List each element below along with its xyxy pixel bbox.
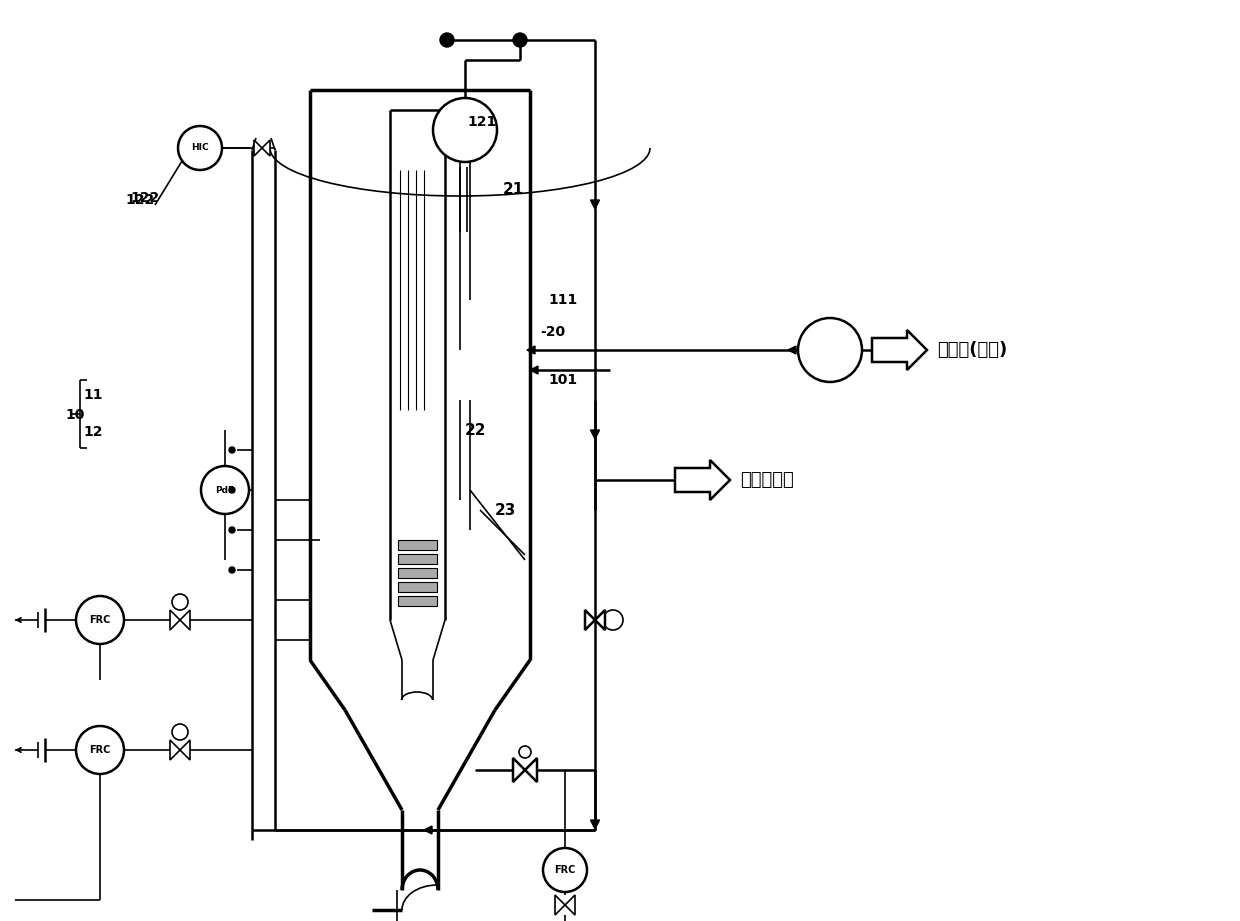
- Circle shape: [76, 726, 124, 774]
- Circle shape: [513, 33, 527, 47]
- Text: 22: 22: [465, 423, 486, 437]
- Text: FRC: FRC: [89, 615, 110, 625]
- Polygon shape: [170, 610, 180, 630]
- Circle shape: [229, 527, 236, 533]
- Polygon shape: [424, 826, 432, 834]
- Bar: [398, 554, 436, 564]
- Circle shape: [229, 447, 236, 453]
- Circle shape: [172, 594, 188, 610]
- Bar: [398, 540, 436, 550]
- Circle shape: [433, 98, 497, 162]
- Polygon shape: [590, 200, 599, 209]
- Text: 122: 122: [130, 191, 159, 205]
- Text: FRC: FRC: [89, 745, 110, 755]
- Text: FRC: FRC: [554, 865, 575, 875]
- Bar: [398, 568, 436, 578]
- Polygon shape: [513, 758, 525, 782]
- Polygon shape: [590, 820, 599, 829]
- Polygon shape: [527, 346, 534, 354]
- Circle shape: [799, 318, 862, 382]
- Text: HIC: HIC: [191, 144, 208, 153]
- Polygon shape: [595, 610, 605, 630]
- Polygon shape: [787, 346, 796, 354]
- Text: 原料气(甲醇): 原料气(甲醇): [937, 341, 1007, 359]
- Text: PdR: PdR: [215, 485, 234, 495]
- Polygon shape: [262, 140, 270, 156]
- Circle shape: [229, 567, 236, 573]
- Circle shape: [543, 848, 587, 892]
- Text: 23: 23: [495, 503, 516, 518]
- Circle shape: [603, 610, 622, 630]
- Polygon shape: [170, 740, 180, 760]
- Text: 烯烃产品气: 烯烃产品气: [740, 471, 794, 489]
- Circle shape: [520, 746, 531, 758]
- Polygon shape: [872, 330, 928, 370]
- Circle shape: [440, 33, 454, 47]
- Polygon shape: [529, 366, 538, 374]
- Polygon shape: [254, 140, 262, 156]
- Bar: [398, 582, 436, 592]
- Text: 121: 121: [467, 115, 496, 129]
- Text: 111: 111: [548, 293, 578, 307]
- Polygon shape: [180, 740, 190, 760]
- Circle shape: [179, 126, 222, 170]
- Bar: [398, 596, 436, 606]
- Polygon shape: [525, 758, 537, 782]
- Polygon shape: [556, 895, 565, 915]
- Polygon shape: [565, 895, 575, 915]
- Text: 12: 12: [83, 425, 103, 439]
- Circle shape: [201, 466, 249, 514]
- Text: 21: 21: [503, 182, 525, 197]
- Text: 122: 122: [125, 193, 154, 207]
- Circle shape: [229, 487, 236, 493]
- Text: -20: -20: [539, 325, 565, 339]
- Polygon shape: [590, 430, 599, 439]
- Circle shape: [172, 724, 188, 740]
- Circle shape: [76, 596, 124, 644]
- Polygon shape: [675, 460, 730, 500]
- Text: 10: 10: [64, 408, 84, 422]
- Polygon shape: [180, 610, 190, 630]
- Text: 11: 11: [83, 388, 103, 402]
- Polygon shape: [585, 610, 595, 630]
- Text: 101: 101: [548, 373, 577, 387]
